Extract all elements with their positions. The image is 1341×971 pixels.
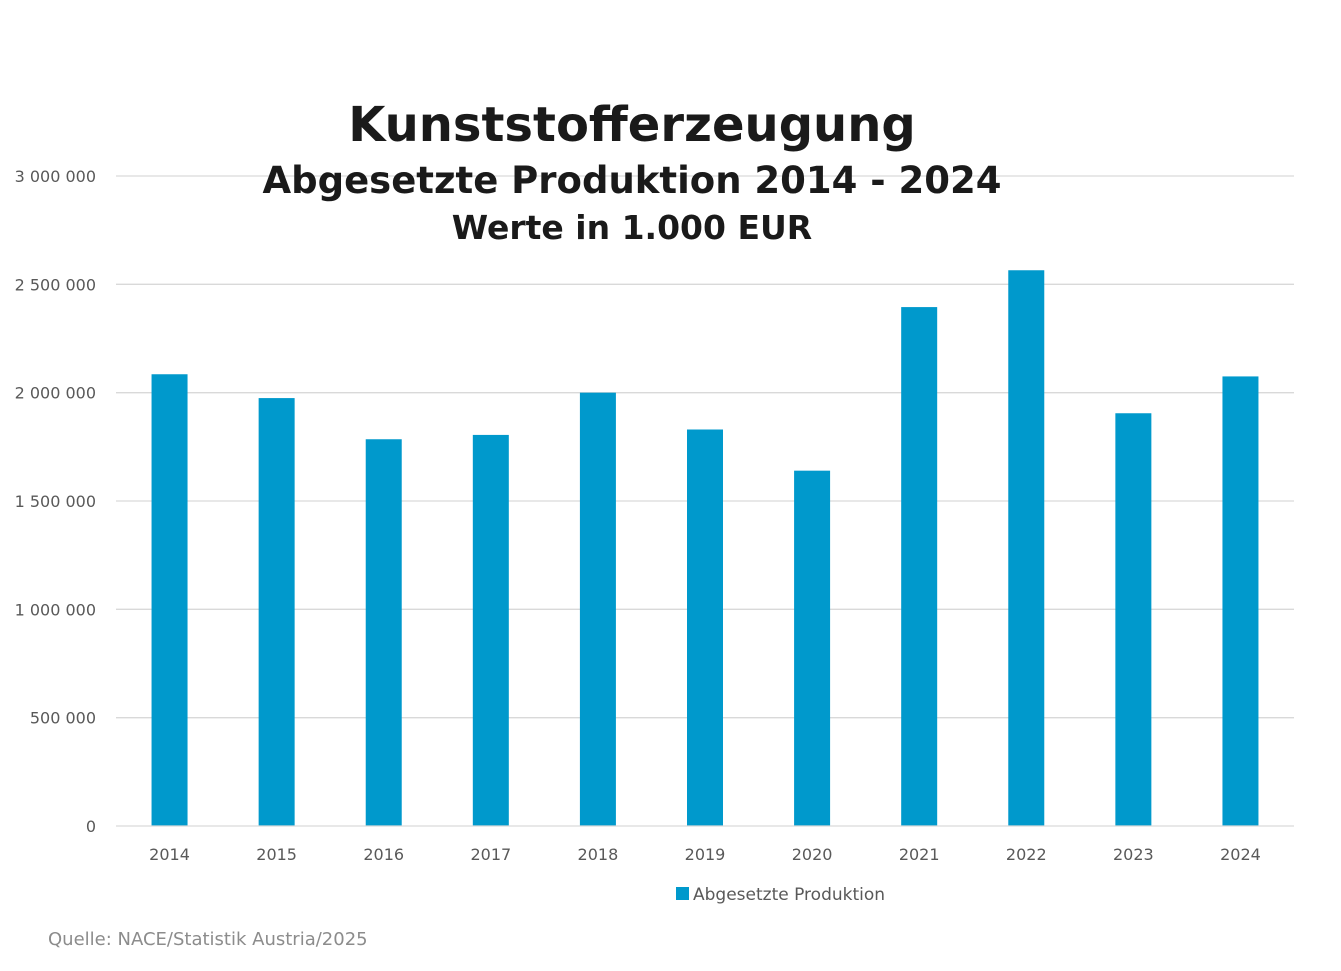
bar-2024 <box>1222 376 1259 826</box>
x-tick-label: 2019 <box>685 845 726 864</box>
x-tick-label: 2023 <box>1113 845 1154 864</box>
y-tick-label: 3 000 000 <box>15 167 96 186</box>
bar-2021 <box>901 307 938 826</box>
bar-2019 <box>687 429 723 826</box>
y-tick-label: 1 000 000 <box>15 600 96 619</box>
x-tick-label: 2015 <box>256 845 297 864</box>
x-tick-label: 2017 <box>470 845 511 864</box>
chart-units-subtitle: Werte in 1.000 EUR <box>452 208 812 247</box>
bar-2023 <box>1115 413 1152 826</box>
y-tick-label: 0 <box>86 817 96 836</box>
bar-2016 <box>365 439 402 826</box>
x-tick-label: 2020 <box>792 845 833 864</box>
x-tick-label: 2024 <box>1220 845 1261 864</box>
y-tick-label: 2 000 000 <box>15 384 96 403</box>
bar-2022 <box>1008 270 1045 826</box>
y-tick-label: 1 500 000 <box>15 492 96 511</box>
bar-2014 <box>151 374 188 826</box>
y-tick-label: 2 500 000 <box>15 275 96 294</box>
x-tick-label: 2016 <box>363 845 404 864</box>
source-note: Quelle: NACE/Statistik Austria/2025 <box>48 929 368 950</box>
x-tick-label: 2022 <box>1006 845 1047 864</box>
x-tick-label: 2014 <box>149 845 190 864</box>
bar-2017 <box>472 434 509 826</box>
bar-2020 <box>794 470 831 826</box>
legend-label: Abgesetzte Produktion <box>693 885 885 905</box>
bar-2015 <box>258 398 295 826</box>
bar-2018 <box>579 392 616 826</box>
x-tick-label: 2018 <box>578 845 619 864</box>
x-tick-label: 2021 <box>899 845 940 864</box>
y-tick-label: 500 000 <box>30 709 96 728</box>
chart-subtitle: Abgesetzte Produktion 2014 - 2024 <box>262 159 1001 202</box>
chart-title: Kunststofferzeugung <box>348 97 916 153</box>
legend-swatch <box>676 887 689 900</box>
